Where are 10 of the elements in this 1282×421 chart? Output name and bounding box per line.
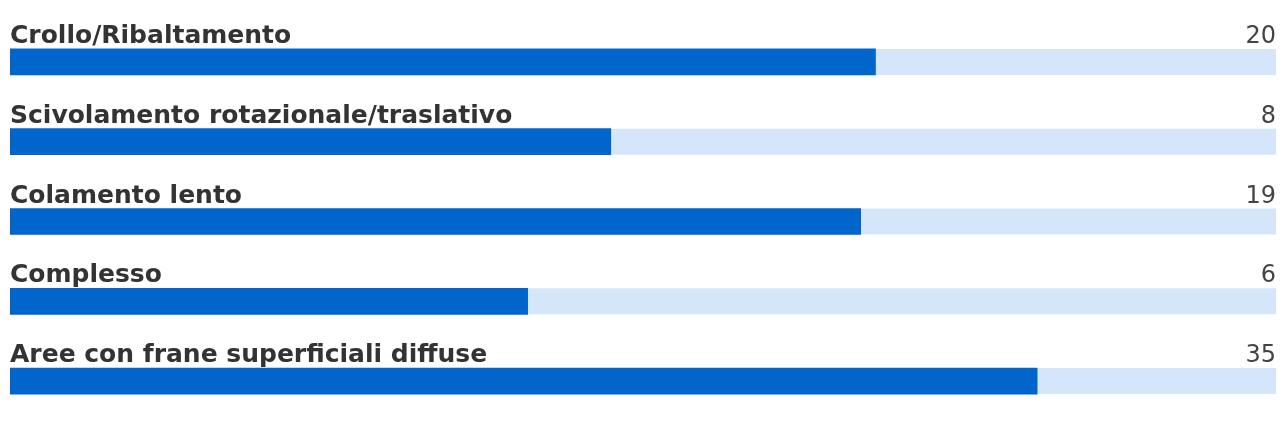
data-label: 19 <box>1245 180 1276 209</box>
y-tick-label: Complesso <box>10 259 162 289</box>
data-label: 35 <box>1245 340 1276 369</box>
data-label: 6 <box>1260 260 1276 289</box>
y-tick-label: Crollo/Ribaltamento <box>10 19 292 49</box>
y-tick-label: Colamento lento <box>10 179 243 209</box>
y-tick-label: Scivolamento rotazionale/traslativo <box>10 99 513 129</box>
y-tick-label: Aree con frane superficiali diffuse <box>10 339 488 369</box>
data-label: 20 <box>1245 20 1276 49</box>
data-label: 8 <box>1260 100 1276 129</box>
